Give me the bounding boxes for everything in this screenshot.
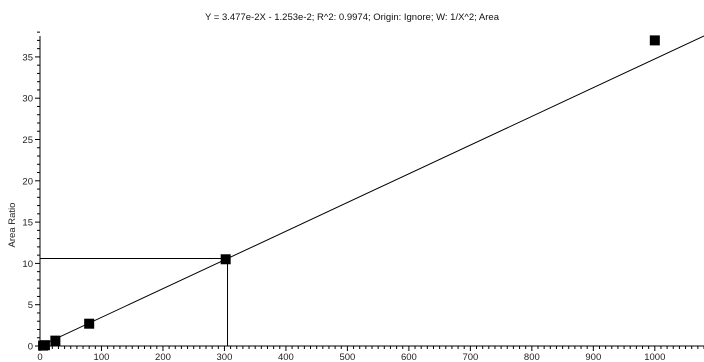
- x-tick-label: 1000: [644, 352, 665, 362]
- y-tick-label: 10: [22, 259, 33, 270]
- y-tick-label: 5: [28, 300, 33, 311]
- marker-lines: [40, 257, 229, 346]
- regression-line: [39, 35, 704, 347]
- x-tick-label: 500: [339, 352, 355, 362]
- y-tick-label: 20: [22, 176, 33, 187]
- x-tick-label: 400: [278, 352, 294, 362]
- data-point: [50, 335, 61, 346]
- y-tick-label: 25: [22, 135, 33, 146]
- data-point: [649, 35, 660, 46]
- x-tick-label: 800: [524, 352, 540, 362]
- x-tick-label: 900: [585, 352, 601, 362]
- y-tick-label: 35: [22, 52, 33, 63]
- chart-title: Y = 3.477e-2X - 1.253e-2; R^2: 0.9974; O…: [205, 12, 500, 23]
- y-axis-label: Area Ratio: [7, 203, 18, 248]
- x-tick-label: 100: [94, 352, 110, 362]
- data-point: [220, 254, 231, 265]
- x-tick-label: 0: [37, 352, 42, 362]
- axes: 0 5 10 15 20 25 30 35 0 100 200 300 400 500 600 700 800 9…: [22, 31, 704, 362]
- y-tick-label: 0: [28, 342, 33, 353]
- x-tick-label: 700: [462, 352, 478, 362]
- fit-line-group: [39, 35, 704, 347]
- data-points: [38, 35, 660, 351]
- y-tick-label: 15: [22, 218, 33, 229]
- x-tick-label: 300: [217, 352, 233, 362]
- x-tick-label: 600: [401, 352, 417, 362]
- data-point: [39, 340, 50, 351]
- x-tick-label: 200: [155, 352, 171, 362]
- y-tick-label: 30: [22, 94, 33, 105]
- data-point: [84, 318, 95, 329]
